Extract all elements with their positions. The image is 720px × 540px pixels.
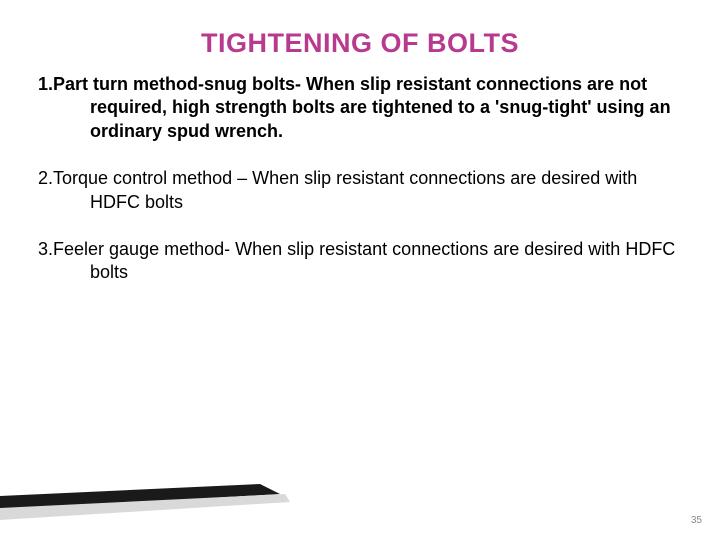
slide: TIGHTENING OF BOLTS 1.Part turn method-s… [0,0,720,540]
deco-bar-dark [0,484,280,510]
list-item: 3.Feeler gauge method- When slip resista… [38,238,682,285]
list-item: 2.Torque control method – When slip resi… [38,167,682,214]
page-title: TIGHTENING OF BOLTS [38,28,682,59]
item-lead: Part turn method-snug bolts- [53,74,306,94]
deco-bar-light [0,494,290,520]
item-text: Feeler gauge method- When slip resistant… [53,239,675,282]
corner-decoration-icon [0,484,290,520]
item-prefix: 2. [38,168,53,188]
item-text: Torque control method – When slip resist… [53,168,637,211]
item-prefix: 1. [38,74,53,94]
item-prefix: 3. [38,239,53,259]
list-item: 1.Part turn method-snug bolts- When slip… [38,73,682,143]
page-number: 35 [691,515,702,526]
